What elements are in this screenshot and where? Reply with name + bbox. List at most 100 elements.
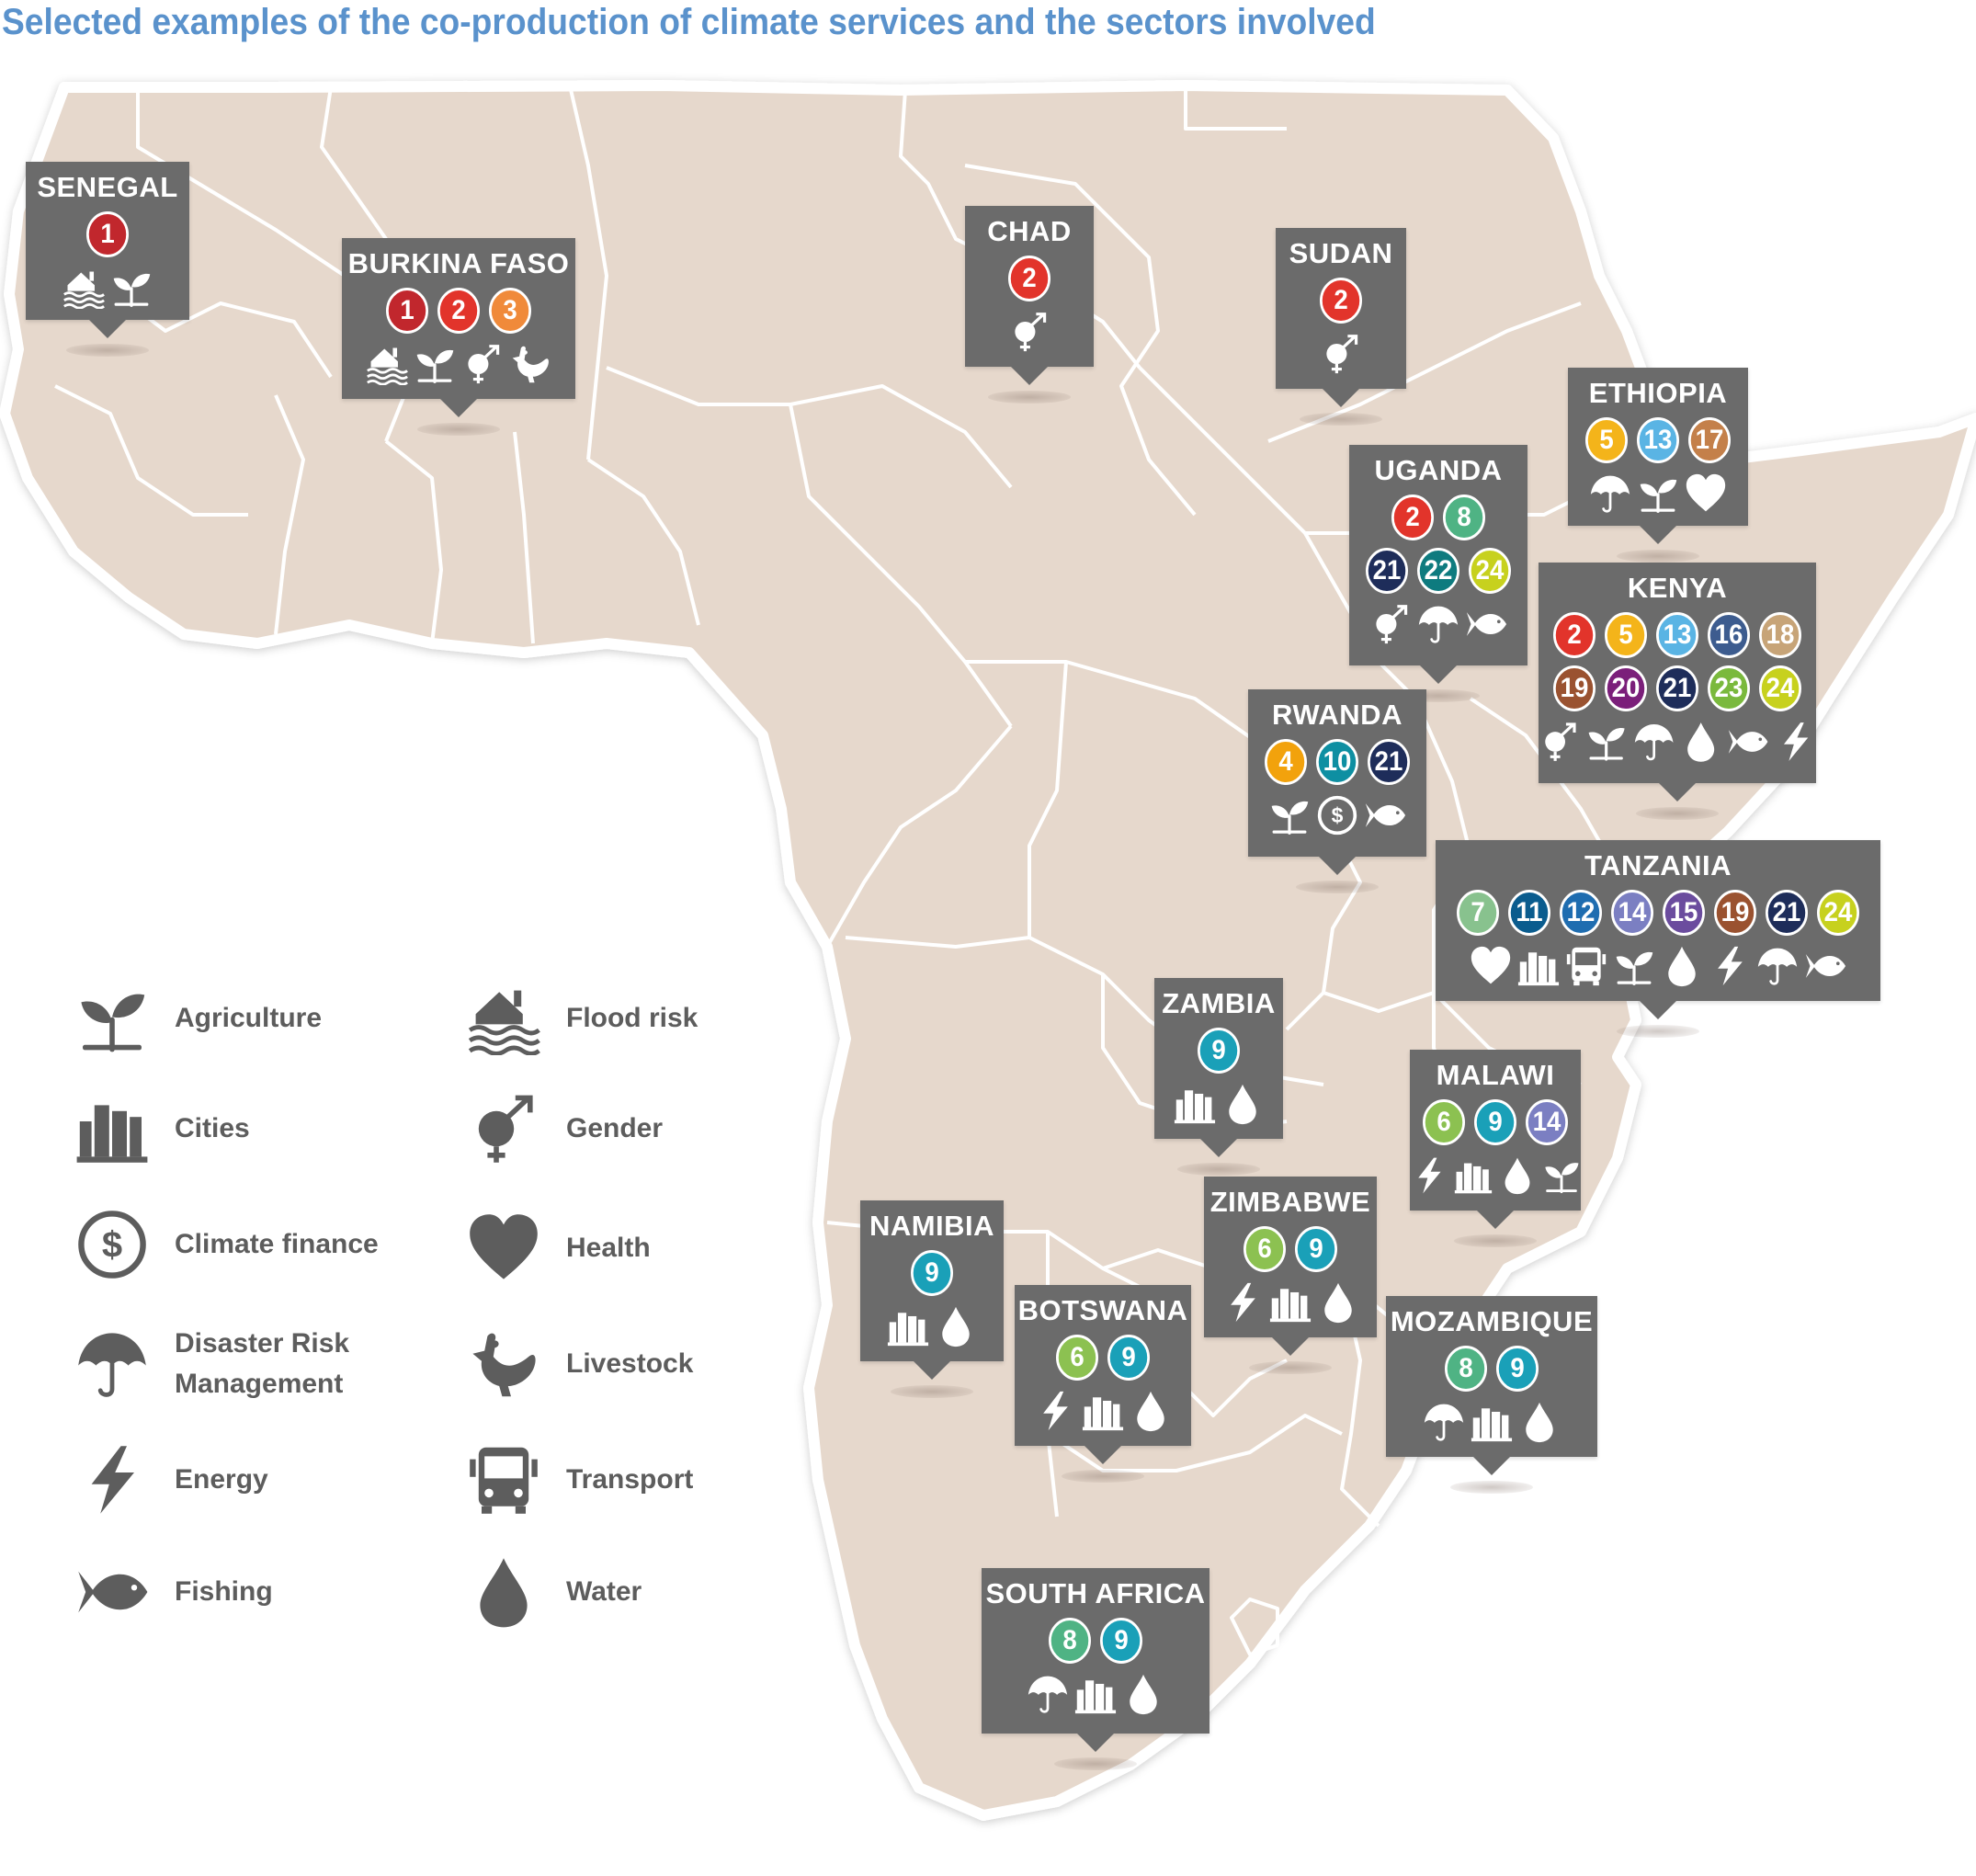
- case-number-badge: 9: [1496, 1346, 1539, 1392]
- legend-item-cities: Cities: [75, 1092, 250, 1165]
- case-number-row: 9: [860, 1250, 1004, 1296]
- country-name: KENYA: [1627, 572, 1728, 604]
- case-number-row: 19 20 21 23 24: [1539, 665, 1816, 711]
- cities-icon: [1454, 1163, 1493, 1194]
- health-icon: [470, 1214, 538, 1279]
- card-pointer: [1659, 783, 1696, 802]
- case-number-row: 2 5 13 16 18: [1539, 612, 1816, 658]
- legend-item-drm: Disaster Risk Management: [75, 1324, 358, 1404]
- case-number-badge: 8: [1049, 1618, 1091, 1664]
- card-pointer: [1085, 1446, 1121, 1464]
- case-number-row: 2: [965, 256, 1094, 301]
- case-number-row: 2: [1276, 278, 1406, 324]
- gender-icon: [468, 345, 500, 384]
- water-icon: [1526, 1402, 1553, 1443]
- country-card-burkina-faso: BURKINA FASO 1 2 3: [342, 238, 575, 436]
- case-number-badge: 1: [386, 288, 428, 334]
- legend-item-transport: Transport: [467, 1443, 693, 1517]
- card-pointer: [1640, 1001, 1676, 1019]
- water-icon: [1229, 1084, 1256, 1125]
- case-number-badge: 8: [1445, 1346, 1487, 1392]
- legend-label: Disaster Risk Management: [175, 1328, 350, 1399]
- fishing-icon: [1805, 954, 1846, 978]
- case-number-badge: 24: [1759, 665, 1801, 711]
- card-pointer: [1200, 1139, 1237, 1157]
- transport-icon: [470, 1447, 538, 1514]
- case-number-badge: 5: [1605, 612, 1647, 658]
- cities-icon: [76, 1105, 148, 1163]
- country-name: ZAMBIA: [1162, 987, 1276, 1019]
- gender-icon: [478, 1095, 533, 1163]
- legend-item-water: Water: [467, 1555, 642, 1629]
- cities-icon: [1074, 1680, 1117, 1714]
- agriculture-icon: [1588, 728, 1625, 761]
- legend-label: Cities: [175, 1113, 250, 1143]
- card-pointer: [1323, 389, 1359, 407]
- sector-icons: [965, 311, 1094, 353]
- sector-icons: [982, 1673, 1209, 1715]
- flood-risk-icon: [367, 347, 408, 385]
- case-number-badge: 19: [1714, 890, 1756, 936]
- legend-label: Energy: [175, 1464, 268, 1495]
- pin-shadow: [1249, 1361, 1332, 1374]
- legend-item-health: Health: [467, 1211, 651, 1285]
- case-number-badge: 11: [1508, 890, 1550, 936]
- card-pointer: [1077, 1734, 1114, 1752]
- card-pointer: [1640, 526, 1676, 544]
- case-number-badge: 2: [1008, 256, 1050, 301]
- sector-icons: [1436, 945, 1880, 987]
- pin-shadow: [1636, 807, 1719, 820]
- gender-icon: [1545, 722, 1576, 761]
- country-card-senegal: SENEGAL 1: [26, 162, 189, 357]
- gender-icon: [1376, 605, 1408, 644]
- legend-item-finance: $ Climate finance: [75, 1208, 379, 1281]
- legend-label: Agriculture: [175, 1003, 323, 1033]
- case-number-badge: 8: [1443, 495, 1485, 540]
- country-name: RWANDA: [1272, 699, 1403, 731]
- sector-icons: $: [1248, 794, 1426, 836]
- card-pointer: [914, 1361, 950, 1380]
- card-pointer: [89, 320, 126, 338]
- legend-label: Flood risk: [566, 1003, 698, 1033]
- country-name: CHAD: [987, 215, 1072, 247]
- sector-icons: [1539, 721, 1816, 763]
- water-icon: [1668, 946, 1696, 987]
- card-pointer: [1272, 1337, 1309, 1356]
- legend-label: Health: [566, 1233, 651, 1263]
- agriculture-icon: [1616, 951, 1653, 985]
- legend-item-fishing: Fishing: [75, 1555, 273, 1629]
- cities-icon: [887, 1313, 929, 1347]
- case-number-badge: 19: [1553, 665, 1596, 711]
- case-number-row: 6 9 14: [1410, 1099, 1581, 1145]
- case-number-badge: 6: [1423, 1099, 1465, 1145]
- card-pointer: [1473, 1457, 1510, 1475]
- case-number-badge: 14: [1611, 890, 1653, 936]
- country-card-sudan: SUDAN 2: [1276, 228, 1406, 426]
- legend-item-gender: Gender: [467, 1092, 663, 1165]
- sector-icons: [1015, 1390, 1191, 1432]
- case-number-badge: 21: [1766, 890, 1808, 936]
- case-number-badge: 6: [1056, 1335, 1098, 1381]
- country-card-zambia: ZAMBIA 9: [1154, 978, 1283, 1176]
- cities-icon: [1082, 1397, 1124, 1431]
- disaster-risk-icon: [78, 1333, 146, 1397]
- case-number-badge: 4: [1265, 739, 1307, 785]
- case-number-badge: 10: [1316, 739, 1358, 785]
- country-name: SUDAN: [1289, 237, 1393, 269]
- legend-label: Climate finance: [175, 1229, 379, 1259]
- legend-label: Water: [566, 1576, 642, 1607]
- sector-icons: [1204, 1281, 1377, 1324]
- health-icon: [1471, 946, 1511, 984]
- pin-shadow: [417, 423, 500, 436]
- climate-finance-icon: $: [78, 1211, 146, 1279]
- agriculture-icon: [1545, 1163, 1579, 1194]
- livestock-icon: [512, 346, 549, 383]
- energy-icon: [1043, 1391, 1068, 1431]
- country-name: NAMIBIA: [869, 1210, 995, 1242]
- legend-label: Fishing: [175, 1576, 273, 1607]
- transport-icon: [1566, 947, 1607, 986]
- country-card-uganda: UGANDA 2 8 21 22 24: [1349, 445, 1527, 702]
- disaster-risk-icon: [1424, 1404, 1464, 1441]
- pin-shadow: [1296, 881, 1379, 893]
